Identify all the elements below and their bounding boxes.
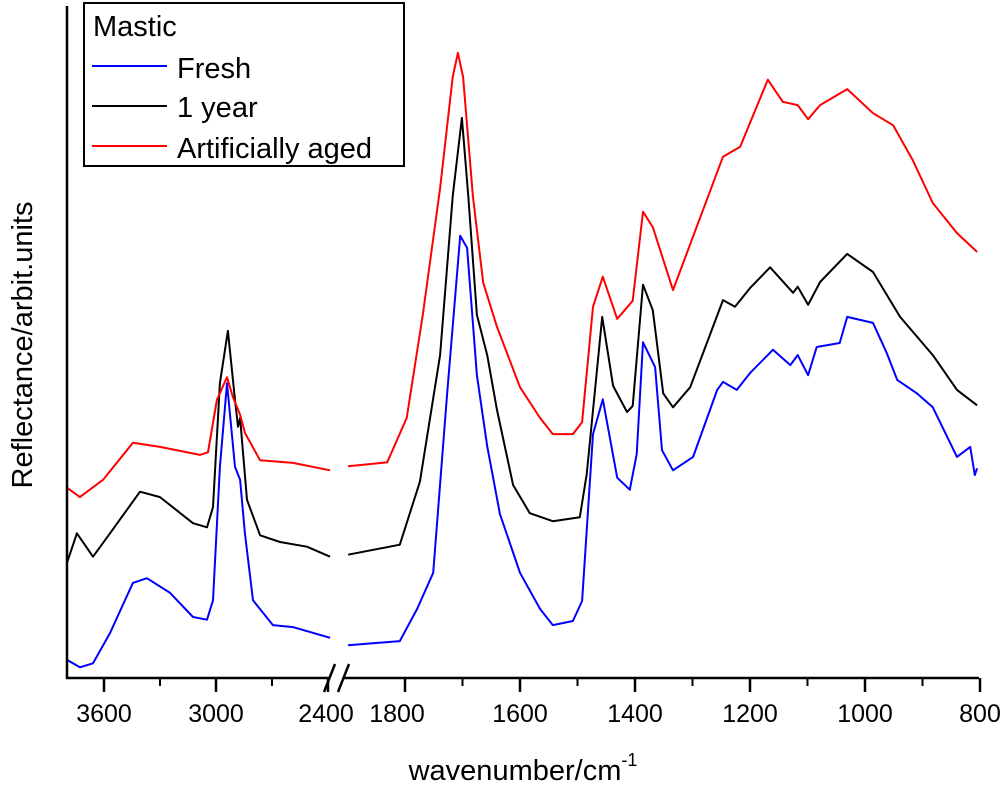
axis-break-mark-left — [322, 663, 337, 693]
series-fresh — [66, 234, 979, 669]
legend-box — [83, 2, 405, 167]
series-line-segment — [66, 329, 331, 564]
series-1-year — [66, 116, 978, 564]
series-line-segment — [66, 382, 331, 669]
axes — [65, 6, 979, 693]
axis-break-mark-right — [336, 663, 351, 693]
series-line-segment — [66, 376, 331, 499]
x-tick-label: 1200 — [722, 700, 778, 728]
series-line-segment — [347, 51, 978, 468]
legend-label-artificially-aged: Artificially aged — [177, 133, 372, 165]
x-tick-label: 1800 — [369, 700, 425, 728]
series-artificially-aged — [66, 51, 978, 499]
x-tick-label: 1600 — [492, 700, 548, 728]
x-axis-title-superscript: -1 — [621, 750, 637, 770]
x-tick-label: 800 — [959, 700, 1001, 728]
x-axis-title-main: wavenumber/cm — [408, 755, 622, 787]
legend: Mastic Fresh 1 year Artificially aged — [83, 2, 405, 167]
x-ticks: 3600 3000 2400 1800 1600 1400 1200 1000 800 — [76, 678, 1001, 728]
x-tick-label: 3000 — [188, 700, 244, 728]
legend-label-fresh: Fresh — [177, 53, 251, 85]
y-axis-title: Reflectance/arbit.units — [7, 202, 39, 489]
x-axis-title: wavenumber/cm-1 — [408, 750, 638, 787]
x-tick-label: 2400 — [298, 700, 354, 728]
x-tick-label: 1400 — [607, 700, 663, 728]
series-line-segment — [347, 116, 978, 556]
legend-title: Mastic — [93, 11, 177, 43]
x-tick-label: 1000 — [837, 700, 893, 728]
legend-label-1-year: 1 year — [177, 92, 258, 124]
series-line-segment — [348, 234, 979, 647]
x-tick-label: 3600 — [76, 700, 132, 728]
series-layer — [66, 51, 979, 669]
